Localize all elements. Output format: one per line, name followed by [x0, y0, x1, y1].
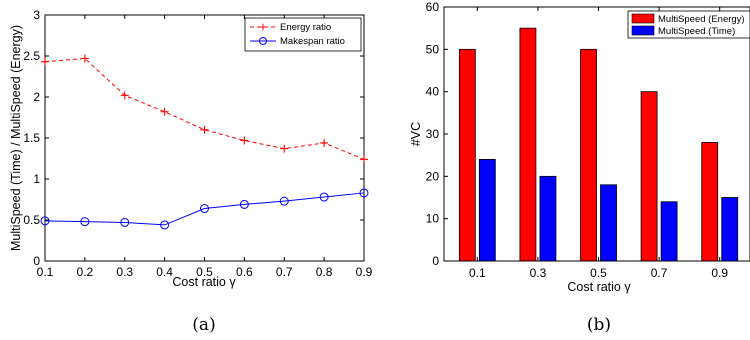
- x-tick-label: 0.3: [530, 266, 547, 280]
- bar-energy: [640, 91, 658, 262]
- data-point: [279, 196, 289, 206]
- y-tick-label: 40: [426, 85, 440, 99]
- x-tick-label: 0.7: [651, 266, 668, 280]
- series-line-makespan: [44, 192, 365, 226]
- x-tick-label: 0.3: [116, 265, 133, 279]
- x-tick-label: 0.6: [236, 265, 253, 279]
- data-point: [41, 57, 49, 66]
- legend-label-time: MultiSpeed (Time): [658, 26, 735, 37]
- y-tick-label: 2.5: [23, 49, 40, 63]
- x-tick-label: 0.5: [196, 265, 213, 279]
- data-point: [80, 217, 90, 227]
- legend-swatch-energy: [631, 13, 655, 24]
- caption-a: (a): [192, 315, 215, 335]
- y-tick-label: 1.5: [23, 131, 40, 145]
- legend-marker-circle: [259, 37, 267, 45]
- x-tick-label: 0.8: [316, 265, 333, 279]
- legend-box: [244, 17, 362, 52]
- y-tick-label: 60: [426, 0, 440, 14]
- y-tick-label: 30: [426, 127, 440, 141]
- legend-label-makespan: Makespan ratio: [280, 36, 345, 47]
- data-point: [120, 217, 130, 227]
- data-point: [120, 91, 129, 100]
- x-tick-label: 0.7: [276, 265, 293, 279]
- legend-marker-plus: +: [258, 21, 267, 34]
- data-point: [280, 144, 289, 153]
- data-point: [200, 125, 209, 134]
- x-axis-label: Cost ratio γ: [172, 275, 236, 289]
- y-tick-label: 1: [33, 172, 40, 186]
- bar-time: [478, 158, 496, 262]
- x-tick-label: 0.1: [469, 266, 486, 280]
- y-tick-label: 2: [33, 90, 40, 104]
- data-point: [40, 216, 50, 226]
- legend-label-energy: Energy ratio: [280, 22, 331, 33]
- caption-b: (b): [587, 315, 611, 335]
- bar-energy: [519, 27, 537, 262]
- bar-time: [721, 197, 739, 262]
- bar-energy: [701, 142, 719, 262]
- data-point: [359, 188, 369, 198]
- data-point: [360, 155, 368, 164]
- data-point: [160, 220, 170, 230]
- y-tick-label: 0: [432, 254, 439, 268]
- tick-group: 0.1 0.2 0.3 0.4 0.5 0.6 0.7 0.8 0.9 0 0.5 1 1.5 2 2.5 3: [23, 8, 372, 279]
- legend-swatch-time: [631, 25, 655, 36]
- x-tick-label: 0.4: [156, 265, 173, 279]
- line-chart: 0.1 0.2 0.3 0.4 0.5 0.6 0.7 0.8 0.9 0 0.5 1 1.5 2 2.5 3…: [9, 8, 373, 335]
- x-axis-label: Cost ratio γ: [567, 280, 631, 294]
- series-lines: [44, 57, 365, 226]
- data-point: [320, 138, 329, 147]
- x-tick-label: 0.9: [711, 266, 728, 280]
- data-point: [80, 54, 89, 63]
- bar-time: [539, 175, 557, 262]
- y-tick-label: 3: [33, 8, 40, 22]
- plot-area-frame: [44, 14, 365, 262]
- y-axis-label: #VC: [409, 122, 423, 146]
- legend: + Energy ratio Makespan ratio: [244, 17, 362, 52]
- y-axis-label: MultiSpeed (Time) / MultiSpeed (Energy): [9, 25, 23, 251]
- y-tick-label: 0.5: [23, 213, 40, 227]
- x-tick-label: 0.1: [37, 265, 54, 279]
- tick-group: 0.1 0.3 0.5 0.7 0.9 0 10 20 30 40 50 60: [426, 0, 729, 280]
- bar-energy: [458, 48, 476, 262]
- series-markers: [40, 54, 369, 230]
- y-tick-label: 20: [426, 169, 440, 183]
- x-tick-label: 0.2: [77, 265, 94, 279]
- bar-time: [660, 201, 678, 262]
- bar-chart: 0.1 0.3 0.5 0.7 0.9 0 10 20 30 40 50 60 Cost ratio …: [409, 0, 750, 335]
- legend: MultiSpeed (Energy) MultiSpeed (Time): [627, 10, 750, 39]
- y-tick-label: 10: [426, 212, 440, 226]
- data-point: [160, 107, 169, 116]
- bar-energy: [580, 48, 597, 262]
- bars: [458, 27, 739, 262]
- data-point: [240, 136, 249, 145]
- data-point: [200, 204, 209, 214]
- y-tick-label: 50: [426, 42, 440, 56]
- data-point: [319, 192, 329, 202]
- data-point: [239, 199, 249, 209]
- series-line-energy: [44, 57, 365, 160]
- bar-time: [600, 184, 617, 262]
- legend-label-energy: MultiSpeed (Energy): [658, 14, 745, 25]
- x-tick-label: 0.5: [590, 266, 607, 280]
- y-tick-label: 0: [33, 254, 40, 268]
- x-tick-label: 0.9: [356, 265, 373, 279]
